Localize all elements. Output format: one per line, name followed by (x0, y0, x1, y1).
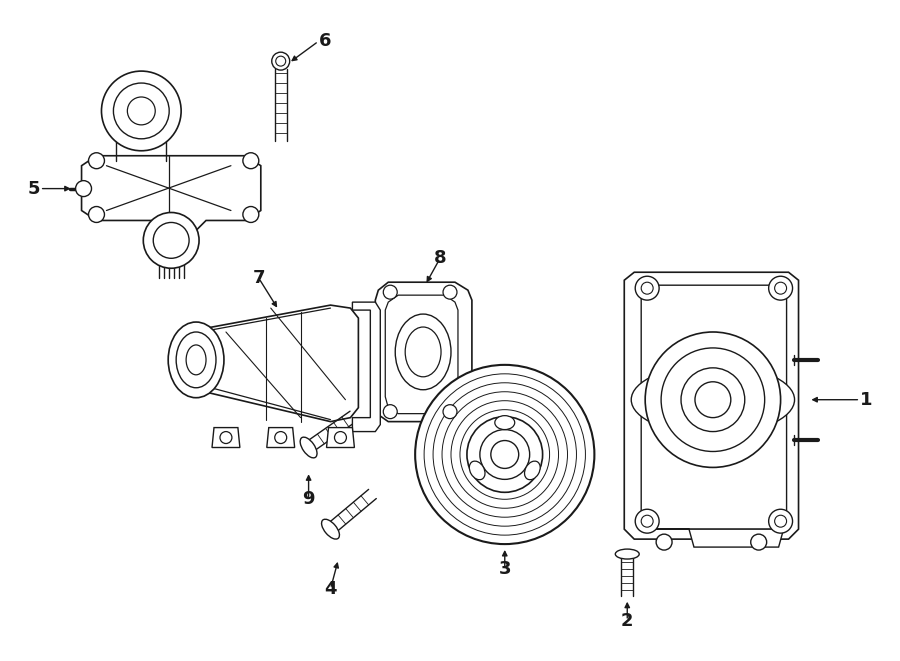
Circle shape (656, 534, 672, 550)
Text: 6: 6 (319, 32, 331, 50)
Circle shape (443, 285, 457, 299)
Circle shape (769, 509, 793, 533)
Polygon shape (353, 302, 381, 432)
Circle shape (681, 368, 745, 432)
Ellipse shape (495, 416, 515, 430)
Circle shape (415, 365, 594, 544)
Circle shape (335, 432, 346, 444)
Circle shape (769, 276, 793, 300)
Text: 4: 4 (324, 580, 337, 598)
Polygon shape (327, 428, 355, 447)
Circle shape (641, 515, 653, 527)
Circle shape (662, 348, 765, 451)
Circle shape (383, 285, 397, 299)
Polygon shape (375, 282, 472, 422)
Circle shape (641, 282, 653, 294)
Circle shape (128, 97, 155, 125)
Polygon shape (625, 272, 798, 539)
Circle shape (272, 52, 290, 70)
Polygon shape (196, 305, 358, 422)
Polygon shape (212, 428, 240, 447)
Ellipse shape (301, 437, 317, 458)
Text: 3: 3 (499, 560, 511, 578)
Polygon shape (385, 295, 458, 414)
Circle shape (274, 432, 287, 444)
Ellipse shape (176, 332, 216, 388)
Circle shape (695, 382, 731, 418)
Ellipse shape (631, 365, 795, 434)
Ellipse shape (168, 322, 224, 398)
Circle shape (275, 56, 285, 66)
Circle shape (480, 430, 530, 479)
Text: 5: 5 (27, 180, 40, 198)
Polygon shape (82, 156, 261, 231)
Circle shape (88, 153, 104, 169)
Circle shape (635, 509, 659, 533)
Polygon shape (266, 428, 294, 447)
Circle shape (220, 432, 232, 444)
Circle shape (153, 223, 189, 258)
Text: 7: 7 (253, 269, 266, 288)
Circle shape (113, 83, 169, 139)
Ellipse shape (469, 461, 485, 480)
Ellipse shape (186, 345, 206, 375)
Circle shape (645, 332, 780, 467)
Ellipse shape (395, 314, 451, 390)
Circle shape (775, 282, 787, 294)
Circle shape (102, 71, 181, 151)
Text: 9: 9 (302, 490, 315, 508)
Circle shape (635, 276, 659, 300)
Circle shape (243, 206, 259, 223)
Circle shape (143, 212, 199, 268)
Text: 8: 8 (434, 249, 446, 267)
Polygon shape (641, 285, 787, 529)
Text: 1: 1 (860, 391, 873, 408)
Circle shape (76, 180, 92, 196)
Polygon shape (649, 529, 784, 547)
Circle shape (491, 440, 518, 469)
Circle shape (443, 405, 457, 418)
Text: 2: 2 (621, 612, 634, 630)
Ellipse shape (525, 461, 540, 480)
Circle shape (243, 153, 259, 169)
Circle shape (88, 206, 104, 223)
Ellipse shape (405, 327, 441, 377)
Ellipse shape (321, 520, 339, 539)
Circle shape (383, 405, 397, 418)
Ellipse shape (616, 549, 639, 559)
Circle shape (467, 416, 543, 492)
Circle shape (775, 515, 787, 527)
Circle shape (751, 534, 767, 550)
